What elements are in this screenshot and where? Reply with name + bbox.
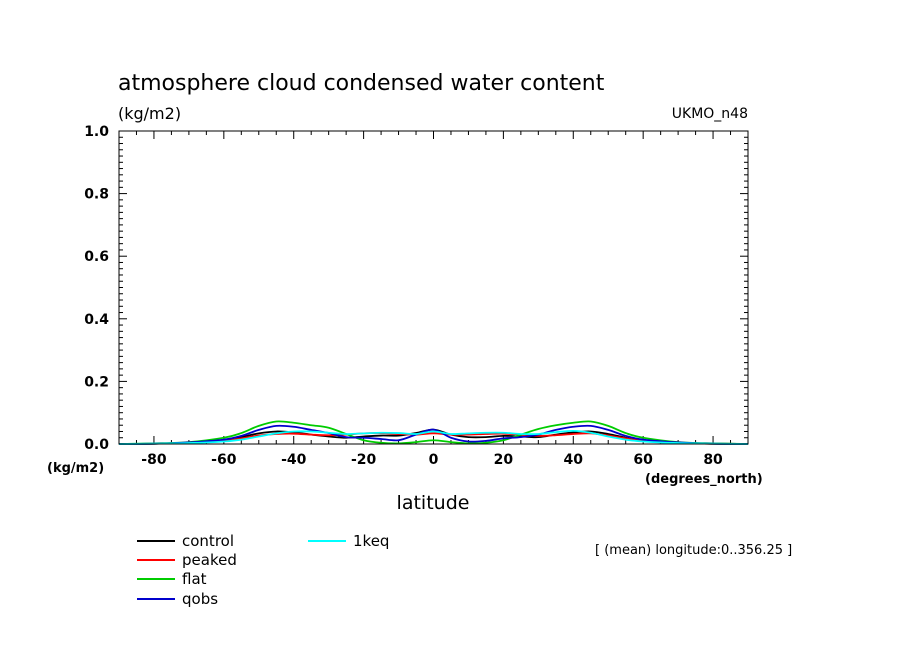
plot-frame (118, 130, 749, 445)
chart-units: (kg/m2) (118, 104, 181, 123)
x-tick-label: 80 (703, 452, 723, 468)
y-tick-label: 0.8 (84, 187, 109, 203)
y-tick-label: 0.0 (84, 437, 109, 453)
legend-label-flat: flat (182, 570, 207, 588)
x-tick-label: -60 (211, 452, 237, 468)
legend-label-control: control (182, 532, 234, 550)
legend-label-peaked: peaked (182, 551, 237, 569)
y-axis-unit: (kg/m2) (47, 461, 104, 476)
x-tick-label: -40 (281, 452, 307, 468)
y-tick-label: 1.0 (84, 124, 109, 140)
series-line-peaked (118, 432, 749, 445)
model-source-label: UKMO_n48 (672, 106, 748, 122)
chart-title: atmosphere cloud condensed water content (118, 71, 605, 96)
x-tick-label: -20 (351, 452, 377, 468)
x-tick-label: -80 (141, 452, 167, 468)
series-line-qobs (118, 424, 749, 445)
x-axis-unit: (degrees_north) (645, 472, 763, 487)
x-tick-label: 20 (494, 452, 514, 468)
x-tick-labels: -80 -60 -40 -20 0 20 40 60 80 (141, 452, 723, 468)
y-tick-label: 0.6 (84, 249, 109, 265)
y-tick-labels: 0.0 0.2 0.4 0.6 0.8 1.0 (84, 124, 109, 453)
mean-longitude-annotation: [ (mean) longitude:0..356.25 ] (595, 543, 792, 558)
series-line-1keq (118, 429, 749, 445)
y-tick-label: 0.4 (84, 312, 109, 328)
series-lines (118, 420, 749, 445)
series-line-flat (118, 420, 749, 445)
x-tick-label: 0 (429, 452, 439, 468)
y-tick-label: 0.2 (84, 374, 109, 390)
x-tick-label: 60 (633, 452, 653, 468)
x-tick-label: 40 (564, 452, 584, 468)
axis-ticks (118, 130, 749, 445)
legend-label-1keq: 1keq (353, 532, 389, 550)
legend-label-qobs: qobs (182, 590, 218, 608)
x-axis-label: latitude (397, 492, 470, 514)
